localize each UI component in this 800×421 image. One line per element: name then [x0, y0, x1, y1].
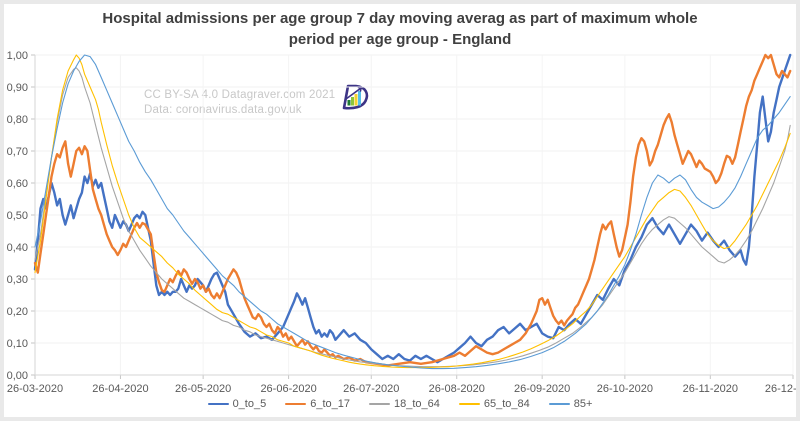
datagraver-logo-icon	[342, 84, 369, 110]
legend-item-18_to_64: 18_to_64	[368, 398, 440, 410]
page-title-text: Hospital admissions per age group 7 day …	[102, 10, 698, 48]
legend-label: 0_to_5	[232, 398, 267, 410]
line-chart: 1,00 0,90 0,80 0,70 0,60 0,50 0,40 0,30 0,20 0,10…	[7, 50, 796, 395]
y-axis-label: 0,60	[7, 178, 28, 190]
legend-line-sample	[458, 403, 480, 405]
series-line-65_to_84	[34, 54, 791, 369]
x-axis-label: 26-09-2020	[514, 383, 570, 395]
legend-line-sample	[285, 402, 307, 406]
x-axis-label: 26-06-2020	[260, 383, 316, 395]
x-axis-label: 26-07-2020	[343, 383, 399, 395]
legend-label: 85+	[573, 398, 593, 410]
watermark: CC BY-SA 4.0 Datagraver.com 2021 Data: c…	[144, 88, 335, 118]
y-axis-label: 0,00	[7, 370, 28, 382]
legend-label: 18_to_64	[393, 398, 440, 410]
series-line-85+	[34, 54, 791, 370]
series-line-18_to_64	[34, 67, 791, 368]
y-axis-label: 1,00	[7, 50, 28, 62]
x-axis-label: 26-05-2020	[175, 383, 231, 395]
y-axis-label: 0,40	[7, 242, 28, 254]
x-axis-label: 26-03-2020	[7, 383, 63, 395]
legend-item-85+: 85+	[548, 398, 593, 410]
x-axis-label: 26-04-2020	[92, 383, 148, 395]
x-axis-label: 26-11-2020	[683, 383, 738, 395]
y-axis-label: 0,30	[7, 274, 28, 286]
series-line-0_to_5	[33, 53, 792, 364]
legend-item-6_to_17: 6_to_17	[285, 398, 350, 410]
y-axis-label: 0,70	[7, 146, 28, 158]
legend-label: 65_to_84	[483, 398, 530, 410]
chart-legend: 0_to_5 6_to_17 18_to_64 65_to_84 85+	[4, 398, 796, 410]
x-axis-label: 26-10-2020	[597, 383, 653, 395]
x-axis-label: 26-08-2020	[429, 383, 485, 395]
legend-line-sample	[207, 402, 229, 406]
y-axis-label: 0,90	[7, 82, 28, 94]
page-title: Hospital admissions per age group 7 day …	[4, 8, 796, 50]
legend-line-sample	[368, 403, 390, 405]
x-axis-label: 26-12-2020	[765, 383, 796, 395]
series-line-6_to_17	[33, 53, 792, 367]
legend-item-0_to_5: 0_to_5	[207, 398, 267, 410]
watermark-source: Data: coronavirus.data.gov.uk	[144, 104, 302, 116]
chart-panel: Hospital admissions per age group 7 day …	[4, 4, 796, 417]
y-axis-label: 0,20	[7, 306, 28, 318]
legend-item-65_to_84: 65_to_84	[458, 398, 530, 410]
y-axis-label: 0,10	[7, 338, 28, 350]
legend-label: 6_to_17	[310, 398, 350, 410]
y-axis-label: 0,80	[7, 114, 28, 126]
legend-line-sample	[548, 403, 570, 405]
watermark-license: CC BY-SA 4.0 Datagraver.com 2021	[144, 89, 336, 101]
y-axis-label: 0,50	[7, 210, 28, 222]
